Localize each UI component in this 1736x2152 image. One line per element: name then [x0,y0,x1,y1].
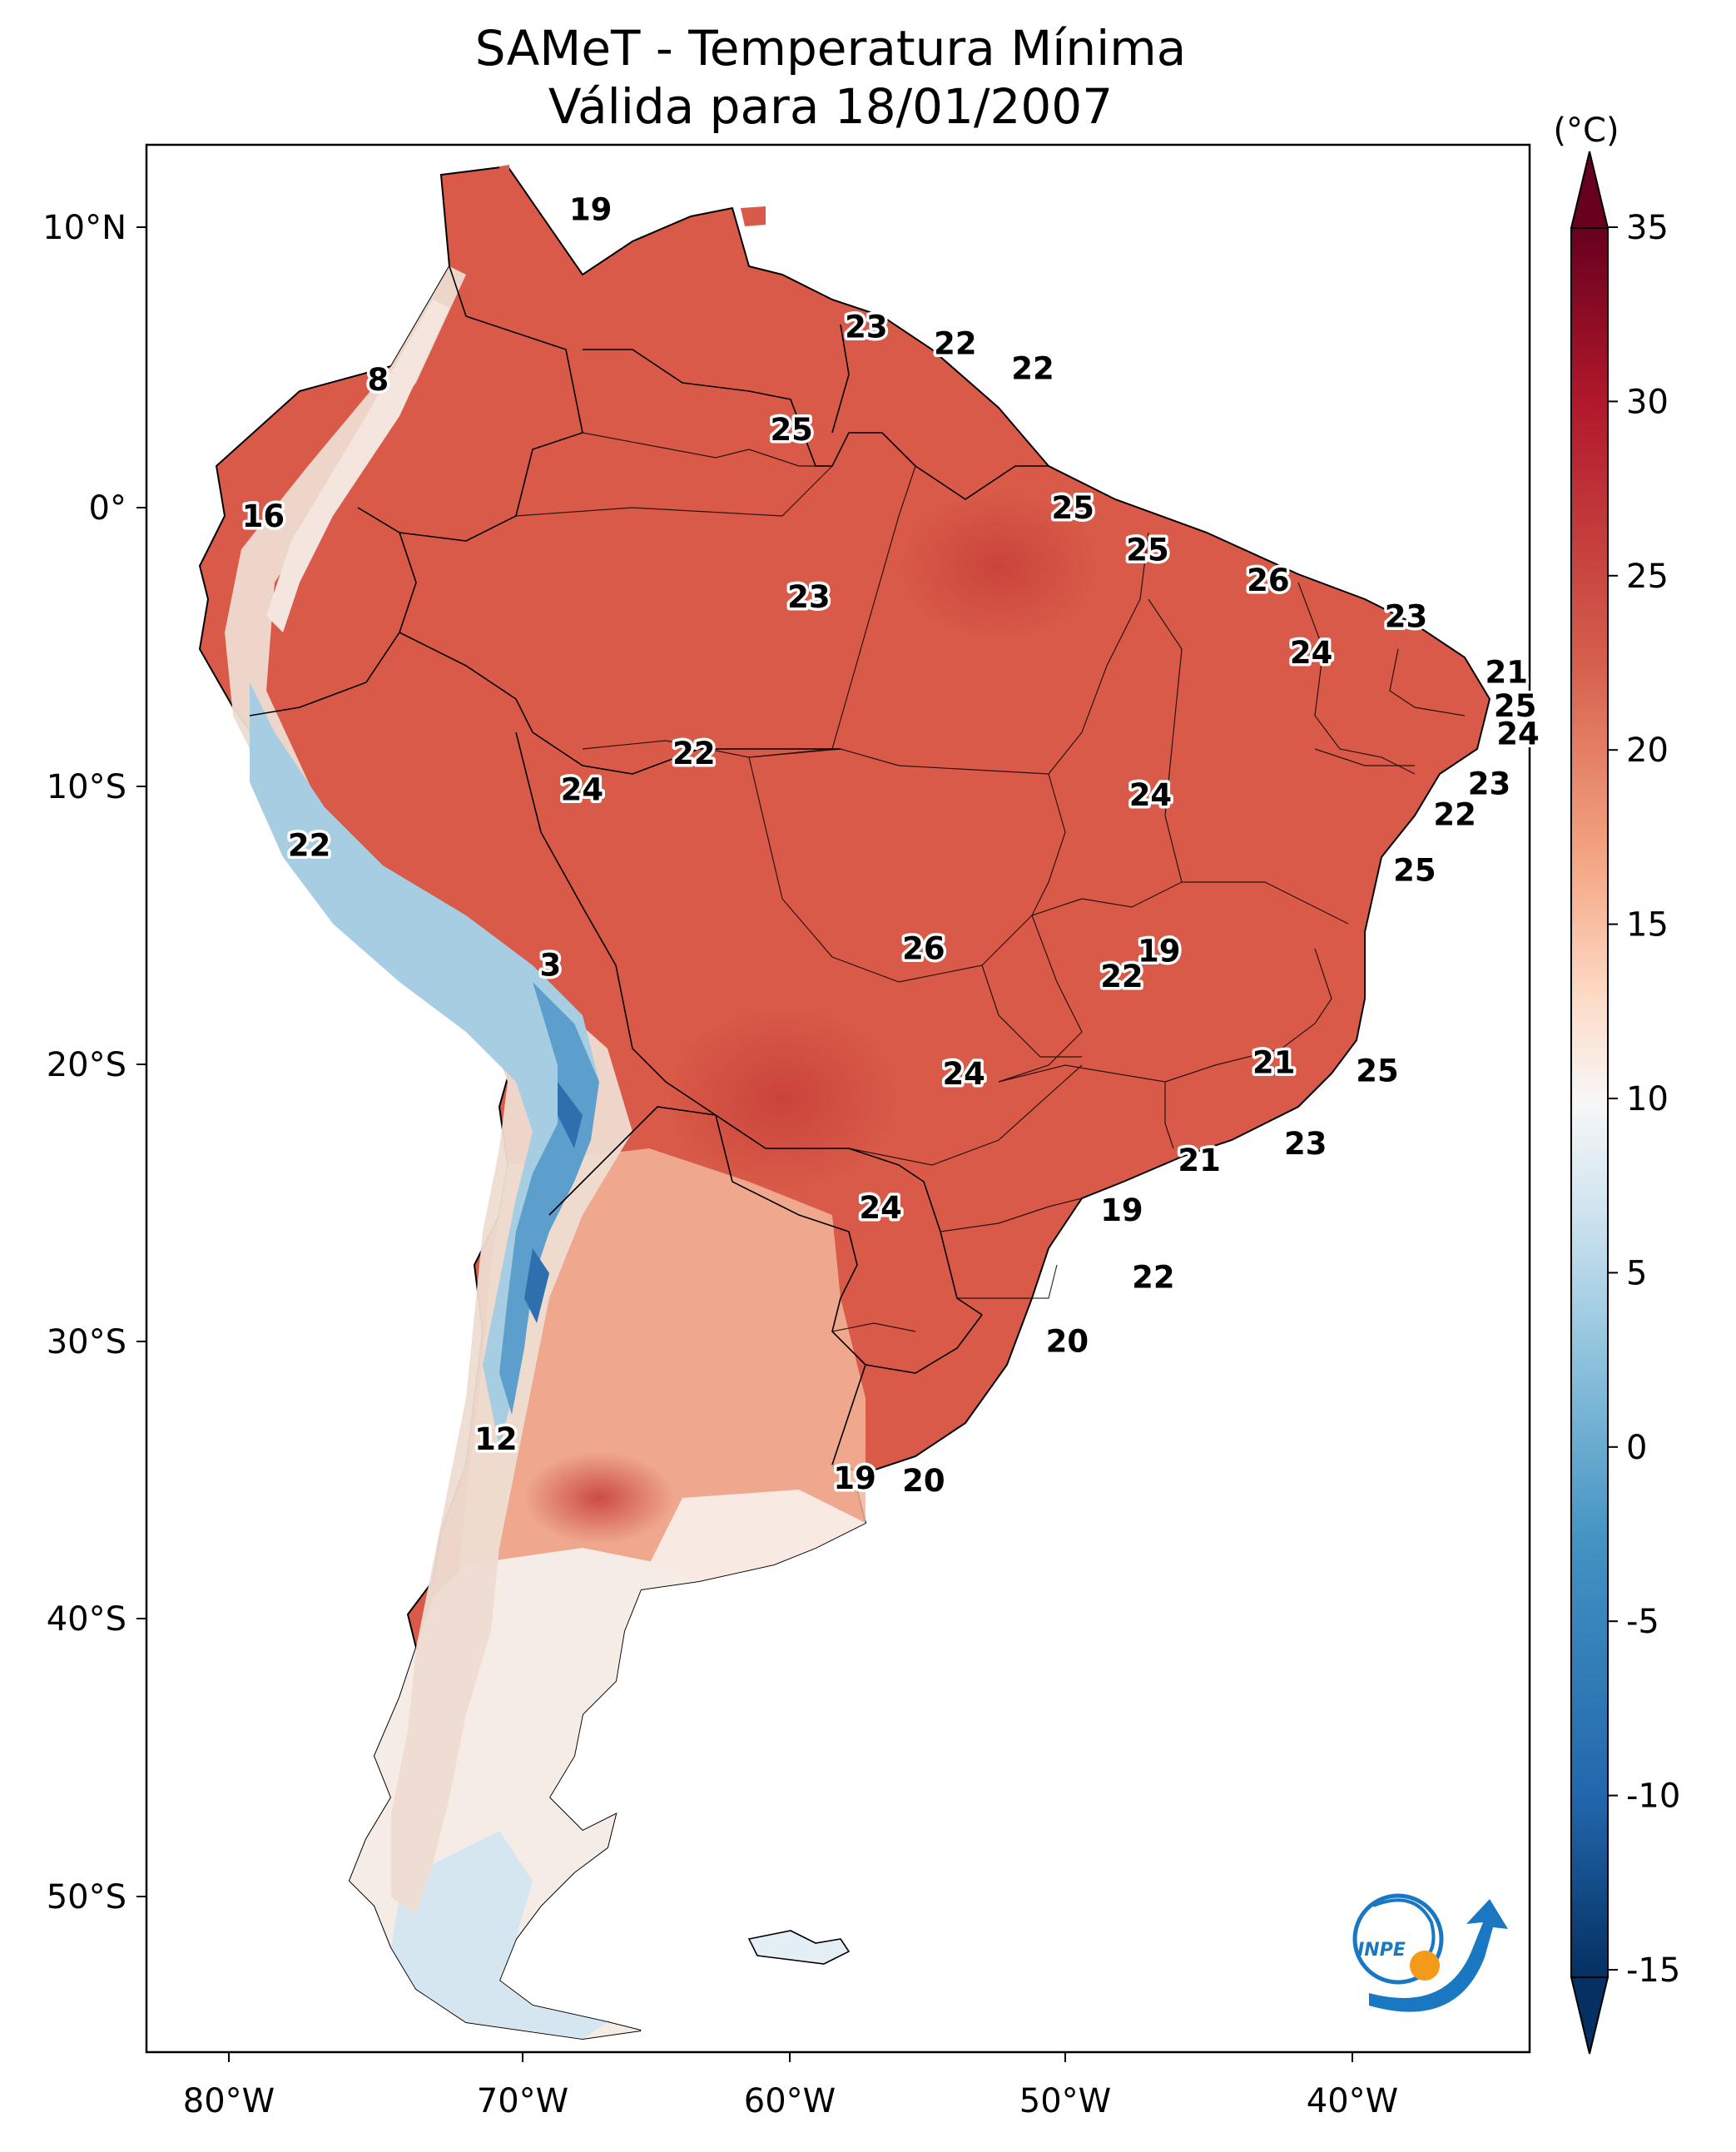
lon-label-70w: 70°W [477,2082,568,2120]
lon-axis: 80°W 70°W 60°W 50°W 40°W [183,2052,1398,2120]
colorbar-gradient [1570,227,1609,1978]
map-panel [146,145,1530,2052]
map-value-label: 24 [561,771,604,807]
falkland-islands [747,1930,851,1965]
colorbar-tick-label: 10 [1626,1080,1669,1118]
map-value-label: 3 [540,947,562,983]
patagonia-light-blue [391,1831,608,2039]
map-value-label: 25 [1356,1054,1399,1089]
lat-label-10s: 10°S [47,768,126,806]
map-value-label: 21 [1486,655,1529,691]
map-value-label: 22 [288,827,331,863]
colorbar-bottom-extend [1570,1976,1610,2055]
map-title-line2: Válida para 18/01/2007 [548,78,1113,135]
altiplano-cold-core [499,982,599,1415]
map-value-label: 23 [1385,599,1428,635]
hotspot-pantanal [666,1007,899,1190]
colorbar: (°C) 35 30 25 20 15 10 5 0 -5 -10 -15 [1553,112,1680,2055]
map-value-label: 12 [474,1421,518,1457]
map-value-label: 24 [1496,716,1540,751]
map-value-label: 21 [1178,1143,1221,1178]
map-value-label: 21 [1252,1045,1296,1081]
map-value-label: 19 [1138,934,1181,969]
map-value-label: 22 [1433,797,1476,833]
lon-label-50w: 50°W [1019,2082,1111,2120]
map-value-label: 23 [845,309,888,345]
map-title-line1: SAMeT - Temperatura Mínima [475,20,1187,77]
colorbar-tick-label: 25 [1626,558,1669,596]
map-value-label: 19 [1100,1193,1143,1228]
map-value-label: 19 [569,192,613,228]
lat-label-20s: 20°S [47,1046,126,1084]
lat-label-10n: 10°N [42,209,126,247]
colorbar-tick-label: 20 [1626,731,1669,770]
lat-label-40s: 40°S [47,1600,126,1639]
colorbar-tick-label: -10 [1626,1778,1680,1816]
map-value-label: 23 [1468,766,1511,802]
colorbar-tick-label: 15 [1626,906,1669,945]
map-value-label: 25 [1393,853,1436,889]
hotspot-central-argentina [524,1452,674,1544]
country-borders [249,265,1049,1465]
state-borders [515,432,1466,1332]
map-value-label: 24 [1290,635,1333,671]
andes-blue-band [250,682,599,1448]
map-value-label: 24 [942,1056,985,1092]
lon-label-80w: 80°W [183,2082,275,2120]
map-frame [145,143,1531,2054]
map-value-label: 22 [1132,1260,1175,1296]
map-value-label: 23 [787,579,831,615]
hotspot-amazon [899,491,1099,641]
inpe-logo: INPE [1352,1893,1508,2012]
lat-label-30s: 30°S [47,1323,126,1361]
map-value-label: 25 [770,412,813,448]
map-value-label: 22 [1100,959,1143,994]
map-value-label: 22 [934,325,977,361]
inpe-logo-text: INPE [1357,1940,1406,1961]
map-value-label: 20 [902,1463,945,1499]
colorbar-tick-label: 35 [1626,209,1669,247]
map-value-label: 24 [859,1190,902,1226]
map-value-label: 19 [833,1460,876,1496]
colorbar-tick-label: 0 [1626,1429,1647,1467]
lat-axis: 10°N 0° 10°S 20°S 30°S 40°S 50°S [42,209,146,1916]
lon-label-60w: 60°W [744,2082,836,2120]
colorbar-tick-label: 5 [1626,1254,1647,1292]
map-value-label: 25 [1494,688,1537,724]
map-value-label: 25 [1052,490,1095,526]
lon-label-40w: 40°W [1307,2082,1398,2120]
map-value-label: 22 [1011,351,1054,387]
map-value-label: 23 [1284,1126,1327,1162]
map-value-label: 20 [1046,1324,1089,1360]
colorbar-tick-label: -15 [1626,1951,1680,1990]
lat-label-50s: 50°S [47,1878,126,1916]
lat-label-0: 0° [89,489,126,528]
map-value-label: 16 [242,498,285,534]
map-value-label: 22 [672,736,716,771]
colorbar-unit: (°C) [1553,112,1619,150]
colorbar-tick-label: 30 [1626,383,1669,421]
map-value-label: 26 [1247,563,1290,598]
buenos-aires-pale [649,1490,866,1581]
map-value-label: 26 [902,930,945,966]
map-value-label: 8 [368,362,389,398]
map-value-label: 24 [1129,777,1173,813]
altiplano-cold-deep [524,1082,583,1323]
colorbar-top-extend [1570,151,1610,229]
colorbar-tick-label: -5 [1626,1603,1659,1641]
map-value-label: 25 [1126,532,1169,568]
colombia-andes-pale [266,300,449,632]
